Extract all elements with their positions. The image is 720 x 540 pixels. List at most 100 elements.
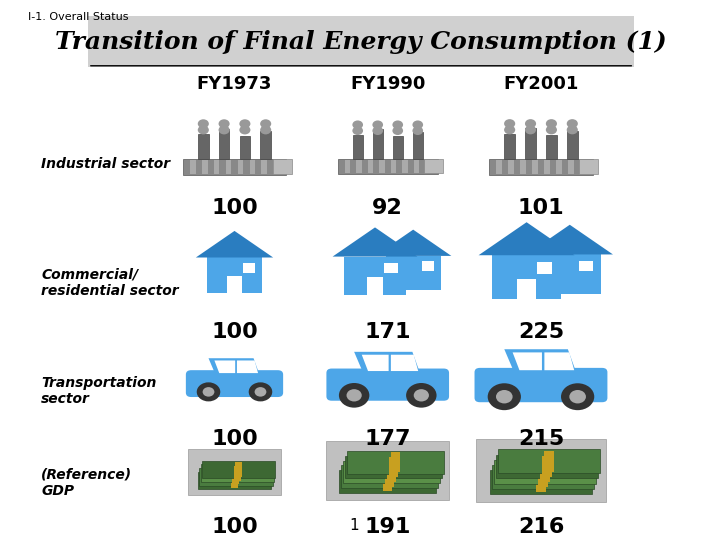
Polygon shape [361, 355, 389, 371]
FancyBboxPatch shape [338, 159, 438, 174]
Text: Industrial sector: Industrial sector [41, 158, 171, 171]
Bar [240, 136, 250, 159]
Bar [227, 276, 242, 293]
Bar [231, 473, 238, 488]
Bar [538, 467, 548, 487]
Bar [344, 256, 405, 295]
Circle shape [198, 125, 209, 134]
Bar [413, 132, 423, 159]
Circle shape [561, 383, 594, 410]
Bar [190, 160, 196, 174]
Circle shape [525, 125, 536, 134]
Text: 177: 177 [364, 429, 411, 449]
Text: 100: 100 [211, 517, 258, 537]
Bar [402, 160, 408, 173]
Bar [384, 263, 398, 273]
Circle shape [219, 125, 230, 134]
Circle shape [392, 120, 403, 129]
Bar [544, 160, 549, 174]
Bar [235, 462, 242, 477]
Circle shape [487, 383, 521, 410]
Bar [542, 456, 552, 477]
Bar [202, 160, 207, 174]
FancyBboxPatch shape [492, 465, 594, 489]
Circle shape [248, 382, 272, 401]
Circle shape [372, 120, 383, 129]
Bar [414, 160, 419, 173]
Bar [537, 262, 552, 274]
Text: 100: 100 [211, 198, 258, 218]
Polygon shape [237, 361, 258, 373]
Bar [424, 159, 443, 173]
Text: 92: 92 [372, 198, 403, 218]
Circle shape [504, 119, 516, 128]
Polygon shape [504, 349, 576, 372]
FancyBboxPatch shape [88, 16, 634, 68]
Polygon shape [526, 225, 613, 254]
FancyBboxPatch shape [498, 449, 600, 473]
Bar [391, 160, 396, 173]
Circle shape [546, 119, 557, 128]
Bar [273, 159, 292, 174]
Bar [532, 160, 538, 174]
Bar [274, 160, 279, 174]
Circle shape [239, 125, 251, 134]
FancyBboxPatch shape [496, 455, 598, 478]
Bar [214, 160, 220, 174]
Bar [366, 277, 384, 295]
Bar [392, 136, 402, 159]
Text: FY1973: FY1973 [197, 75, 272, 92]
Bar [386, 256, 441, 291]
Bar [368, 160, 373, 173]
FancyBboxPatch shape [183, 159, 287, 175]
Circle shape [202, 387, 215, 397]
Circle shape [372, 126, 383, 135]
Bar [261, 131, 271, 159]
Text: 100: 100 [211, 322, 258, 342]
Bar [422, 261, 433, 271]
Circle shape [198, 119, 209, 129]
Circle shape [219, 119, 230, 129]
Bar [544, 451, 554, 471]
Bar [389, 457, 398, 477]
Bar [234, 466, 240, 481]
Polygon shape [333, 227, 418, 256]
Text: 1: 1 [350, 518, 359, 532]
Bar [243, 263, 256, 273]
FancyBboxPatch shape [489, 159, 593, 175]
Polygon shape [513, 353, 542, 370]
Bar [390, 453, 400, 472]
Circle shape [352, 126, 363, 135]
Text: 100: 100 [211, 429, 258, 449]
Bar [383, 472, 392, 491]
Circle shape [346, 389, 361, 401]
Text: FY1990: FY1990 [350, 75, 426, 92]
Polygon shape [479, 222, 575, 255]
Bar [198, 134, 209, 159]
Polygon shape [209, 358, 259, 375]
Circle shape [567, 119, 578, 128]
Bar [207, 258, 262, 293]
Bar [567, 131, 577, 159]
Bar [536, 471, 546, 492]
FancyBboxPatch shape [343, 461, 440, 483]
Bar [580, 159, 598, 174]
Text: 101: 101 [518, 198, 564, 218]
Bar [373, 130, 383, 159]
Text: (Reference)
GDP: (Reference) GDP [41, 468, 132, 498]
Circle shape [392, 126, 403, 135]
Circle shape [352, 120, 363, 129]
Bar [580, 261, 593, 271]
Bar [539, 254, 601, 294]
Circle shape [197, 382, 220, 401]
FancyBboxPatch shape [326, 368, 449, 401]
Text: 171: 171 [364, 322, 411, 342]
Bar [580, 160, 585, 174]
Circle shape [496, 390, 513, 403]
Bar [526, 129, 536, 159]
Bar [508, 160, 514, 174]
Bar [556, 160, 562, 174]
Bar [425, 160, 431, 173]
Bar [385, 467, 395, 487]
Bar [356, 160, 361, 173]
